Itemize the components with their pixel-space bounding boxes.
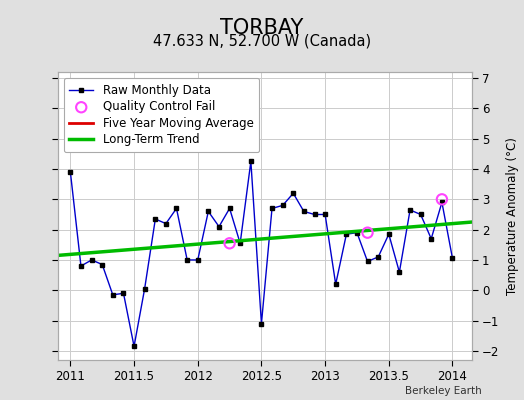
Raw Monthly Data [194,258,201,262]
Raw Monthly Data [173,206,180,211]
Raw Monthly Data [141,286,148,291]
Raw Monthly Data [396,270,402,274]
Raw Monthly Data [78,264,84,268]
Raw Monthly Data [386,232,392,236]
Raw Monthly Data [450,256,456,261]
Raw Monthly Data [99,262,105,267]
Raw Monthly Data [152,217,158,222]
Raw Monthly Data [269,206,275,211]
Raw Monthly Data [67,170,73,174]
Y-axis label: Temperature Anomaly (°C): Temperature Anomaly (°C) [506,137,519,295]
Raw Monthly Data [333,282,339,287]
Raw Monthly Data [89,258,95,262]
Quality Control Fail [438,196,446,202]
Raw Monthly Data [121,291,127,296]
Raw Monthly Data [131,344,137,349]
Raw Monthly Data [301,209,307,214]
Raw Monthly Data [258,321,265,326]
Quality Control Fail [225,240,234,246]
Quality Control Fail [363,230,372,236]
Raw Monthly Data [418,212,424,217]
Raw Monthly Data [364,259,370,264]
Raw Monthly Data [237,241,243,246]
Raw Monthly Data [280,203,286,208]
Raw Monthly Data [184,258,190,262]
Raw Monthly Data [205,209,212,214]
Raw Monthly Data [163,221,169,226]
Raw Monthly Data [290,191,297,196]
Raw Monthly Data [226,206,233,211]
Raw Monthly Data [439,200,445,205]
Text: 47.633 N, 52.700 W (Canada): 47.633 N, 52.700 W (Canada) [153,34,371,49]
Line: Raw Monthly Data: Raw Monthly Data [68,159,455,348]
Raw Monthly Data [428,236,434,241]
Raw Monthly Data [343,232,350,236]
Raw Monthly Data [322,212,328,217]
Raw Monthly Data [375,254,381,259]
Text: TORBAY: TORBAY [220,18,304,38]
Raw Monthly Data [216,224,222,229]
Raw Monthly Data [311,212,318,217]
Raw Monthly Data [248,159,254,164]
Raw Monthly Data [354,230,360,235]
Text: Berkeley Earth: Berkeley Earth [406,386,482,396]
Legend: Raw Monthly Data, Quality Control Fail, Five Year Moving Average, Long-Term Tren: Raw Monthly Data, Quality Control Fail, … [63,78,259,152]
Raw Monthly Data [407,208,413,212]
Raw Monthly Data [110,292,116,297]
